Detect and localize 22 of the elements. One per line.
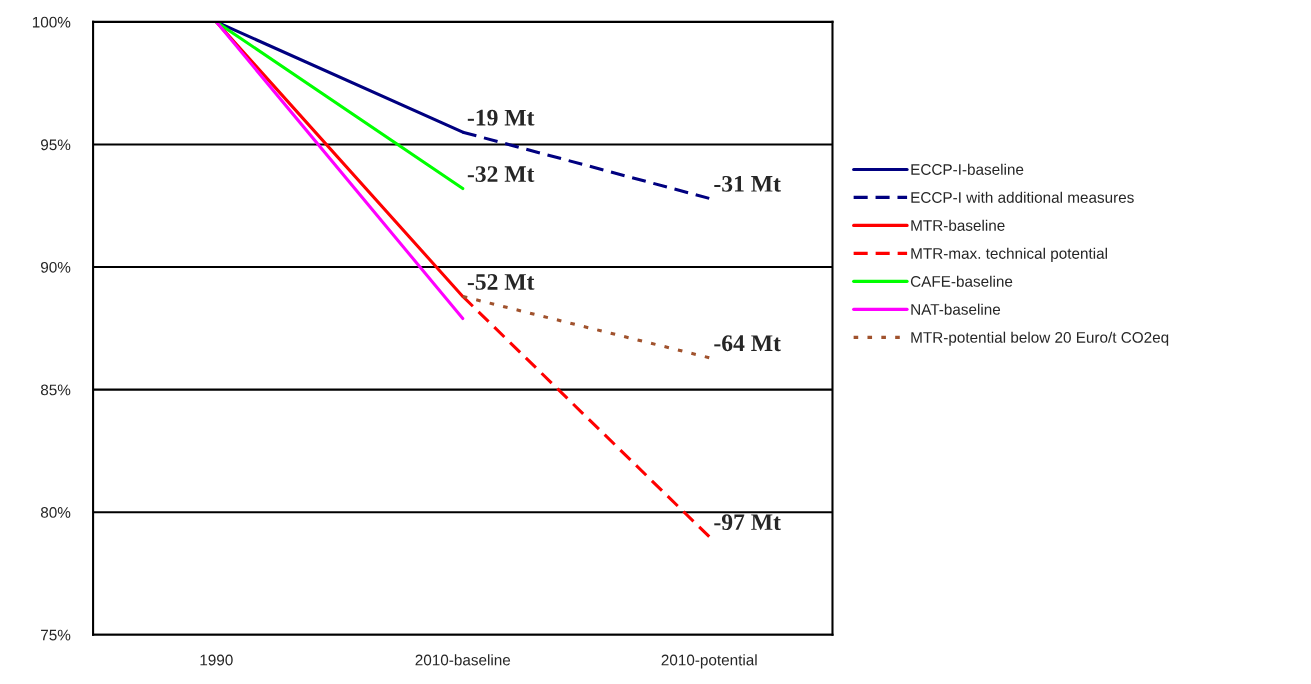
y-tick-label: 85% [40,384,71,396]
annotation: -52 Mt [467,273,535,290]
x-tick-label: 1990 [200,654,233,666]
x-tick-label: 2010-potential [661,654,757,669]
y-tick-label: 80% [40,507,71,518]
annotation: -19 Mt [467,109,535,126]
legend-label: ECCP-I with additional measures [911,191,1134,203]
annotation: -31 Mt [714,175,781,192]
y-tick-label: 90% [41,261,71,273]
annotation: -97 Mt [714,514,781,531]
legend-label: ECCP-I-baseline [911,163,1024,175]
legend-label: MTR-max. technical potential [911,247,1107,262]
annotation: -32 Mt [467,166,535,182]
legend-label: MTR-baseline [911,219,1005,231]
y-tick-label: 75% [41,629,71,641]
legend-label: CAFE-baseline [910,275,1013,287]
legend-label: NAT-baseline [911,303,1001,315]
legend-label: MTR-potential below 20 Euro/t CO2eq [911,331,1169,346]
y-tick-label: 95% [41,139,71,151]
x-tick-label: 2010-baseline [415,654,511,666]
y-tick-label: 100% [32,16,71,28]
annotation: -64 Mt [714,335,781,352]
